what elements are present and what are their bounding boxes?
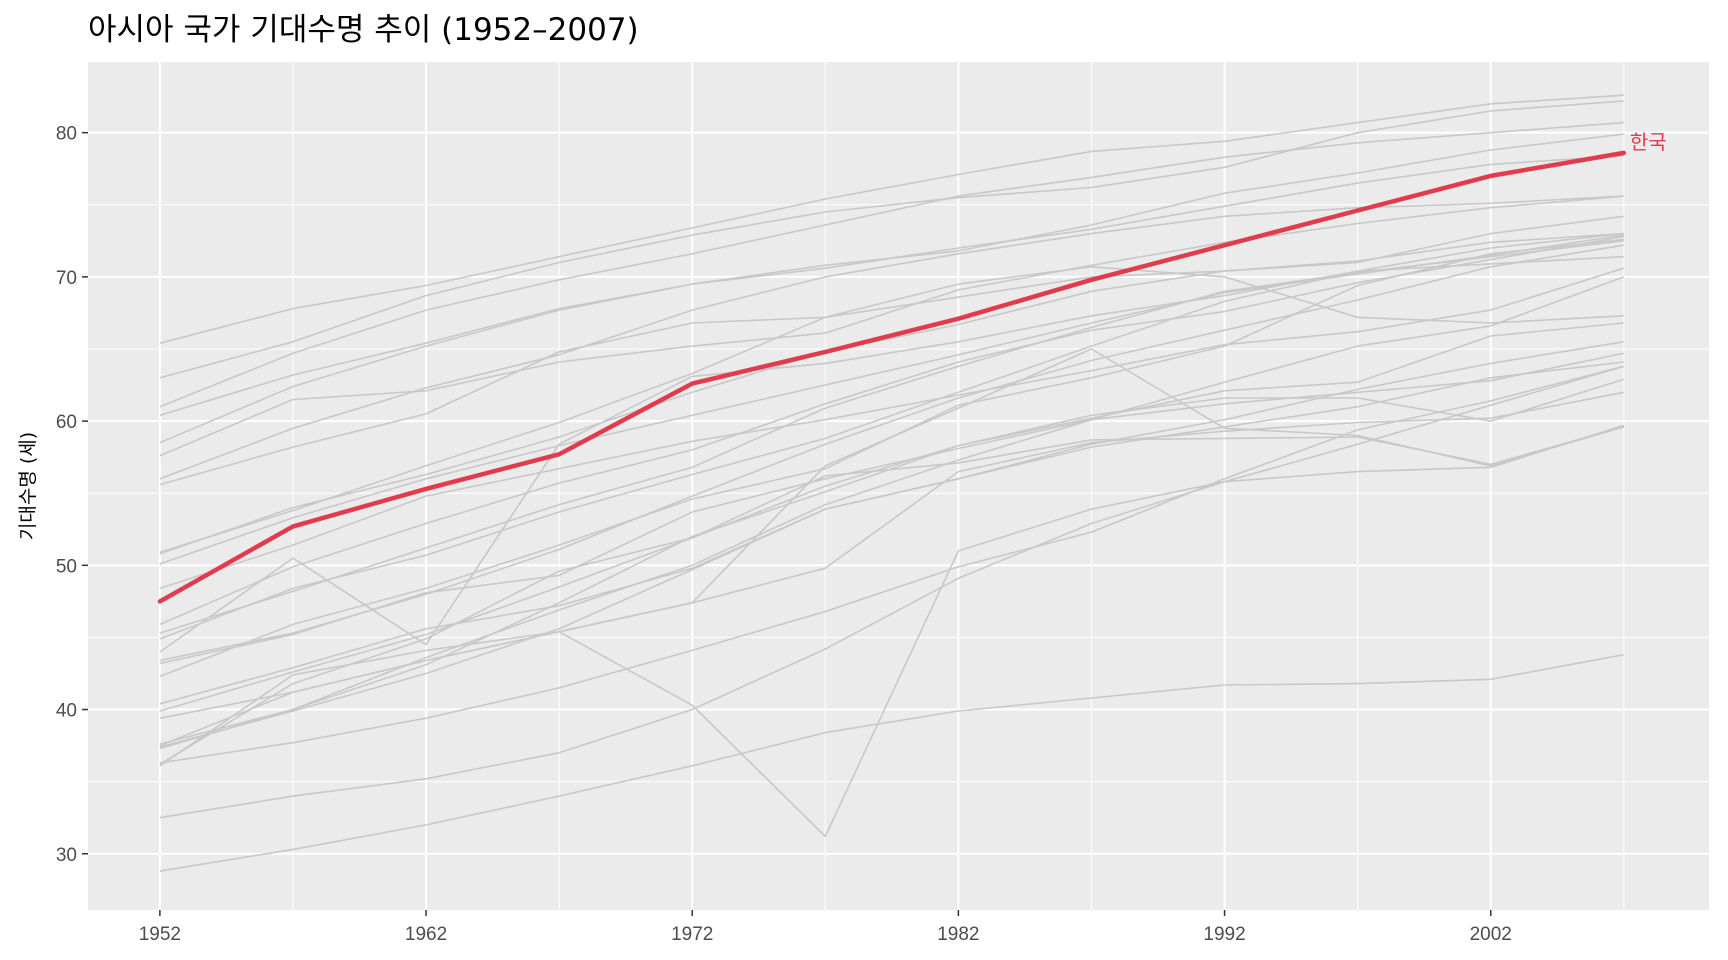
series-line-17 xyxy=(159,244,1624,662)
series-line-24 xyxy=(159,391,1624,747)
series-line-9 xyxy=(159,265,1624,554)
chart-title: 아시아 국가 기대수명 추이 (1952–2007) xyxy=(88,12,639,48)
series-line-1 xyxy=(159,94,1624,344)
series-line-30 xyxy=(159,365,1625,819)
series-line-11 xyxy=(159,234,1624,565)
plot-panel xyxy=(88,62,1709,910)
x-tick-label: 1962 xyxy=(405,924,447,945)
series-line-27 xyxy=(159,365,1625,764)
series-line-21 xyxy=(159,322,1624,712)
x-tick-label: 1952 xyxy=(139,924,181,945)
series-line-29 xyxy=(159,348,1625,767)
series-line-28 xyxy=(159,426,1625,765)
y-tick-label: 80 xyxy=(56,124,77,145)
series-line-10 xyxy=(159,232,1624,555)
x-tick-label: 1982 xyxy=(937,924,979,945)
y-tick-label: 40 xyxy=(56,701,77,722)
series-line-5 xyxy=(159,154,1624,444)
x-axis: 1952 1962 1972 1982 1992 2002 xyxy=(139,910,1512,945)
highlight-series-label: 한국 xyxy=(1630,130,1667,154)
y-tick-label: 60 xyxy=(56,412,77,433)
series-line-18 xyxy=(159,276,1625,665)
series-line-15 xyxy=(159,255,1624,640)
series-line-3 xyxy=(159,121,1624,408)
series-line-12 xyxy=(159,267,1625,590)
series-line-6 xyxy=(159,195,1624,457)
x-tick-label: 1992 xyxy=(1203,924,1245,945)
background-series xyxy=(159,94,1625,872)
highlight-series-line xyxy=(157,150,1627,604)
x-tick-label: 2002 xyxy=(1470,924,1512,945)
y-tick-label: 70 xyxy=(56,268,77,289)
series-line-16 xyxy=(159,232,1624,653)
highlight-series xyxy=(157,150,1627,604)
series-line-31 xyxy=(159,653,1624,872)
series-line-13 xyxy=(159,235,1624,626)
y-tick-label: 50 xyxy=(56,556,77,577)
y-axis: 30 40 50 60 70 80 xyxy=(56,124,88,866)
y-axis-title: 기대수명 (세) xyxy=(17,432,39,540)
series-line-2 xyxy=(159,100,1624,379)
x-tick-label: 1972 xyxy=(671,924,713,945)
y-tick-label: 30 xyxy=(56,845,77,866)
major-gridlines xyxy=(88,62,1709,910)
